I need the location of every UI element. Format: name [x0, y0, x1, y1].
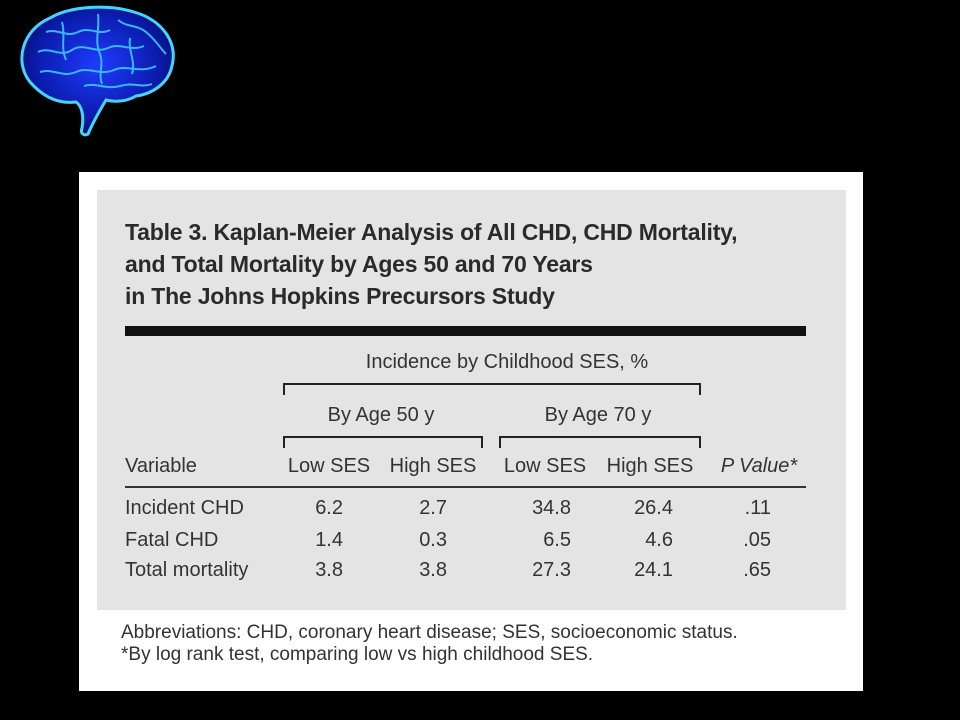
- col-header-high-50: High SES: [389, 455, 477, 477]
- cell: 34.8: [532, 497, 571, 519]
- cell: 4.6: [645, 529, 673, 551]
- cell: 1.4: [315, 529, 343, 551]
- header-rule: [125, 486, 806, 488]
- spanner-bracket: [283, 383, 701, 395]
- cell: 3.8: [315, 559, 343, 581]
- table-title: Table 3. Kaplan-Meier Analysis of All CH…: [125, 216, 825, 312]
- row-label-total-mortality: Total mortality: [125, 559, 249, 581]
- title-line-2: and Total Mortality by Ages 50 and 70 Ye…: [125, 251, 593, 277]
- cell: .05: [743, 529, 771, 551]
- spanner-header: Incidence by Childhood SES, %: [365, 351, 649, 373]
- cell: 26.4: [634, 497, 673, 519]
- group-header-50: By Age 50 y: [327, 404, 435, 426]
- cell: 24.1: [634, 559, 673, 581]
- row-label-incident-chd: Incident CHD: [125, 497, 244, 519]
- table-card: Table 3. Kaplan-Meier Analysis of All CH…: [79, 172, 863, 691]
- top-rule: [125, 326, 806, 336]
- col-header-pvalue: P Value*: [720, 455, 798, 477]
- title-line-1: Table 3. Kaplan-Meier Analysis of All CH…: [125, 219, 738, 245]
- cell: 3.8: [419, 559, 447, 581]
- cell: .11: [744, 497, 771, 519]
- title-line-3: in The Johns Hopkins Precursors Study: [125, 283, 555, 309]
- bracket-70: [499, 436, 701, 448]
- group-header-70: By Age 70 y: [544, 404, 652, 426]
- col-header-low-70: Low SES: [503, 455, 587, 477]
- col-header-low-50: Low SES: [287, 455, 371, 477]
- footnote-abbreviations: Abbreviations: CHD, coronary heart disea…: [121, 622, 738, 643]
- row-label-fatal-chd: Fatal CHD: [125, 529, 219, 551]
- brain-icon: [20, 5, 175, 137]
- cell: 6.2: [315, 497, 343, 519]
- cell: 27.3: [532, 559, 571, 581]
- cell: 2.7: [419, 497, 447, 519]
- cell: .65: [743, 559, 771, 581]
- table-footnotes: Abbreviations: CHD, coronary heart disea…: [121, 622, 738, 666]
- col-header-variable: Variable: [125, 455, 197, 477]
- cell: 0.3: [419, 529, 447, 551]
- footnote-pvalue: *By log rank test, comparing low vs high…: [121, 644, 594, 665]
- bracket-50: [283, 436, 483, 448]
- col-header-high-70: High SES: [606, 455, 694, 477]
- cell: 6.5: [543, 529, 571, 551]
- table-panel: Table 3. Kaplan-Meier Analysis of All CH…: [97, 190, 846, 610]
